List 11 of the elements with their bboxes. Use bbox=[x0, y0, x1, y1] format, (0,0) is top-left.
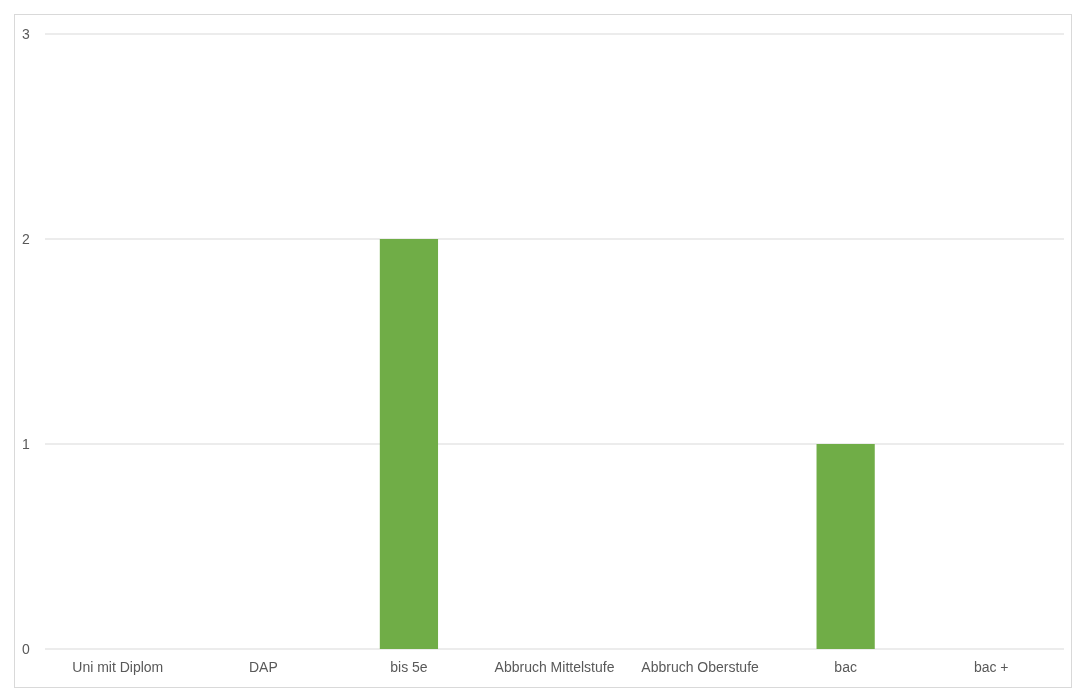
x-tick-label: bac + bbox=[973, 659, 1009, 675]
x-tick-label: Abbruch Oberstufe bbox=[641, 659, 760, 675]
y-tick-label: 1 bbox=[22, 435, 31, 452]
x-tick-label: DAP bbox=[248, 659, 278, 675]
x-tick-label: Uni mit Diplom bbox=[72, 659, 164, 675]
y-tick-label: 0 bbox=[22, 640, 31, 657]
y-tick-label: 2 bbox=[22, 230, 31, 247]
x-tick-label: bac bbox=[834, 659, 857, 675]
x-tick-label: Abbruch Mittelstufe bbox=[494, 659, 615, 675]
x-tick-label: bis 5e bbox=[390, 659, 428, 675]
y-tick-label: 3 bbox=[22, 25, 31, 42]
